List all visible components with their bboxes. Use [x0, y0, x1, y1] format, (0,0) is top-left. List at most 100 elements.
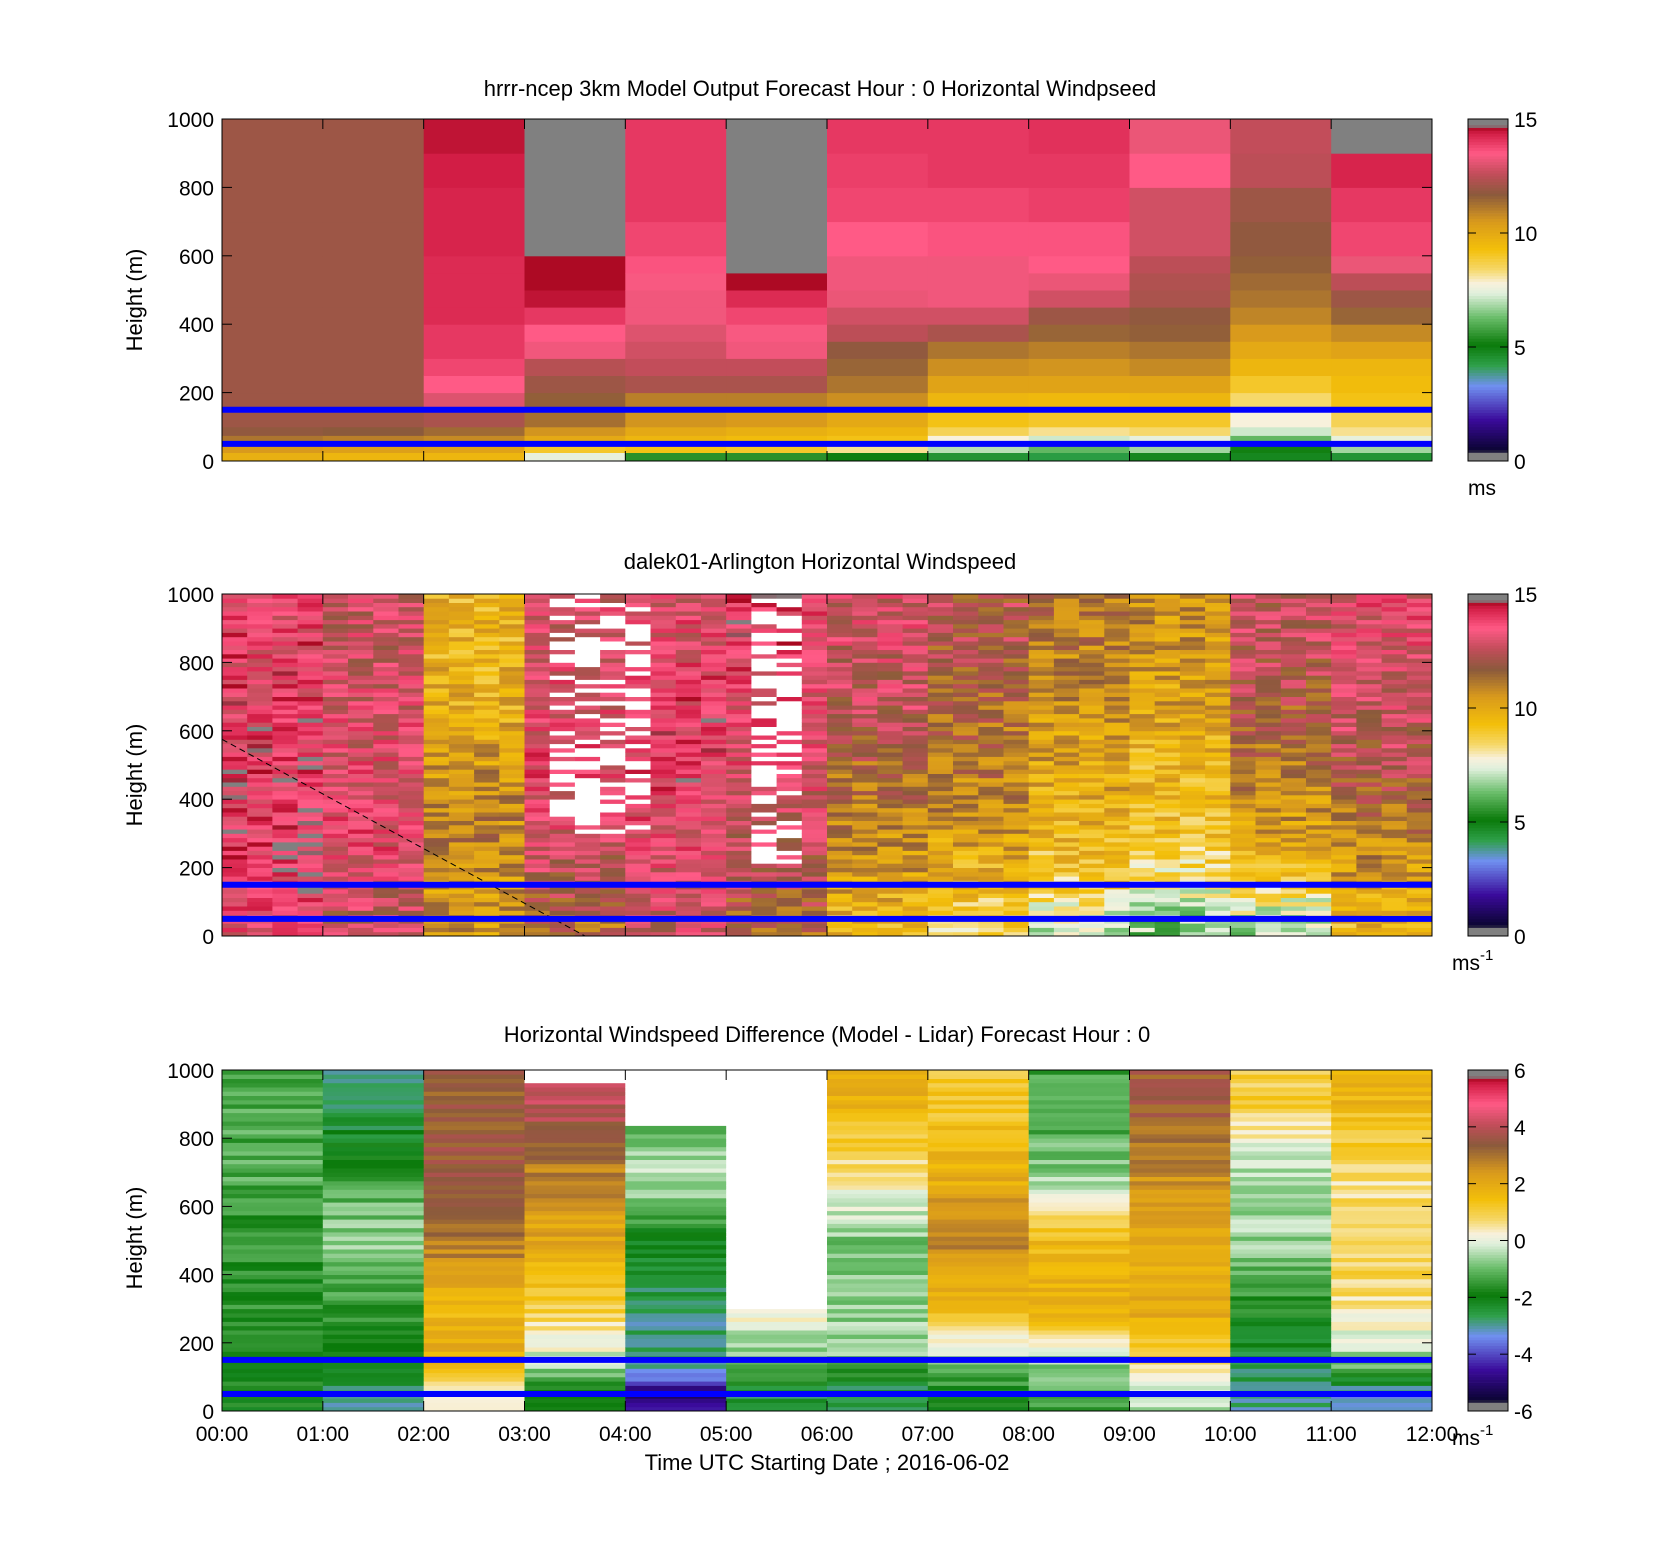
heat-cell: [625, 392, 727, 411]
diff-cell: [524, 1163, 626, 1169]
lidar-cell: [1205, 863, 1231, 868]
lidar-cell: [701, 598, 727, 603]
lidar-cell: [222, 927, 248, 933]
lidar-cell: [1255, 777, 1282, 783]
diff-cell: [827, 1402, 929, 1408]
diff-cell: [524, 1317, 626, 1322]
lidar-cell: [322, 786, 349, 792]
lidar-cell: [852, 726, 878, 732]
lidar-cell: [1028, 645, 1055, 650]
lidar-cell: [348, 666, 374, 672]
lidar-cell: [373, 623, 399, 629]
lidar-cell: [373, 850, 399, 856]
lidar-cell: [625, 688, 651, 693]
lidar-cell: [222, 786, 248, 792]
lidar-cell: [852, 765, 878, 770]
lidar-cell: [297, 807, 324, 813]
diff-cell: [524, 1193, 626, 1199]
colorbar-segment: [1468, 645, 1508, 649]
lidar-cell: [1331, 807, 1357, 813]
lidar-cell: [1356, 649, 1382, 655]
lidar-cell: [978, 726, 1004, 732]
lidar-cell: [1028, 893, 1055, 898]
lidar-cell: [600, 735, 626, 740]
lidar-cell: [1154, 897, 1181, 903]
lidar-cell: [978, 863, 1004, 868]
lidar-cell: [650, 786, 677, 792]
lidar-cell: [625, 820, 651, 826]
lidar-cell: [827, 619, 853, 625]
lidar-cell: [650, 743, 677, 749]
colorbar-segment: [1468, 836, 1508, 840]
heat-cell: [726, 187, 828, 223]
lidar-cell: [398, 893, 425, 898]
lidar-cell: [1230, 812, 1256, 817]
colorbar-segment: [1468, 327, 1508, 331]
lidar-cell: [373, 692, 399, 697]
lidar-cell: [1280, 619, 1307, 625]
lidar-cell: [373, 641, 399, 646]
lidar-cell: [1205, 653, 1231, 659]
lidar-cell: [348, 867, 374, 873]
diff-cell: [827, 1146, 929, 1152]
lidar-cell: [953, 641, 979, 646]
lidar-cell: [524, 653, 551, 659]
lidar-cell: [902, 606, 929, 612]
lidar-cell: [751, 773, 777, 779]
lidar-cell: [222, 628, 248, 633]
diff-cell: [726, 1351, 828, 1356]
lidar-cell: [1154, 794, 1181, 800]
lidar-cell: [650, 615, 677, 621]
lidar-cell: [574, 846, 601, 851]
lidar-cell: [1129, 893, 1156, 898]
lidar-cell: [448, 602, 475, 608]
heat-cell: [1331, 324, 1433, 342]
lidar-cell: [1179, 739, 1206, 745]
lidar-cell: [953, 671, 979, 676]
lidar-cell: [1104, 662, 1130, 668]
lidar-cell: [1306, 662, 1332, 668]
lidar-cell: [827, 807, 853, 813]
lidar-cell: [423, 777, 450, 783]
lidar-cell: [423, 666, 450, 672]
lidar-cell: [1003, 705, 1030, 710]
diff-cell: [827, 1261, 929, 1267]
lidar-cell: [297, 730, 324, 736]
lidar-cell: [398, 901, 425, 907]
lidar-cell: [1104, 889, 1130, 894]
colorbar-tick-label: 0: [1514, 451, 1526, 474]
lidar-cell: [1406, 893, 1433, 898]
lidar-cell: [1154, 649, 1181, 655]
lidar-cell: [1179, 893, 1206, 898]
lidar-cell: [1331, 683, 1357, 689]
lidar-cell: [1331, 833, 1357, 839]
colorbar-segment: [1468, 893, 1508, 897]
lidar-cell: [1053, 683, 1080, 689]
heat-cell: [1028, 409, 1130, 428]
lidar-cell: [902, 803, 929, 809]
colorbar-segment: [1468, 364, 1508, 368]
lidar-cell: [877, 859, 903, 864]
lidar-cell: [1381, 807, 1408, 813]
colorbar-segment: [1468, 210, 1508, 214]
lidar-cell: [1356, 615, 1382, 621]
lidar-cell: [650, 901, 677, 907]
lidar-cell: [827, 662, 853, 668]
lidar-cell: [348, 636, 374, 642]
lidar-cell: [322, 632, 349, 638]
lidar-cell: [1205, 718, 1231, 723]
diff-cell: [524, 1104, 626, 1109]
lidar-cell: [827, 837, 853, 843]
lidar-cell: [549, 606, 576, 612]
lidar-cell: [701, 606, 727, 612]
lidar-cell: [322, 807, 349, 813]
lidar-cell: [877, 611, 903, 616]
lidar-cell: [1406, 632, 1433, 638]
lidar-cell: [726, 824, 752, 830]
lidar-cell: [423, 794, 450, 800]
lidar-cell: [322, 906, 349, 911]
colorbar-segment: [1468, 896, 1508, 900]
lidar-cell: [675, 760, 702, 766]
lidar-cell: [1003, 743, 1030, 749]
lidar-cell: [1079, 756, 1105, 762]
